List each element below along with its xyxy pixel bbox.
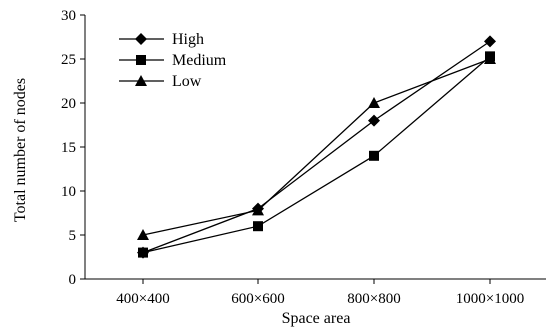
x-axis-label: Space area <box>282 310 351 327</box>
legend-label: Low <box>172 73 202 90</box>
legend-label: Medium <box>172 52 227 69</box>
legend-item-high: High <box>119 31 204 48</box>
axes <box>84 15 546 280</box>
x-tick-label: 600×600 <box>231 291 284 307</box>
x-tick-label: 400×400 <box>116 291 169 307</box>
data-point-low <box>137 229 149 240</box>
legend-label: High <box>172 31 204 48</box>
legend-item-medium: Medium <box>119 52 227 69</box>
y-tick-label: 5 <box>69 228 77 244</box>
data-point-high <box>368 114 380 127</box>
y-tick-label: 0 <box>69 272 77 288</box>
y-tick-label: 30 <box>61 8 76 24</box>
series-line-medium <box>142 55 491 254</box>
y-ticks: 0 5 10 15 20 25 30 <box>61 8 85 288</box>
legend-marker-triangle-icon <box>135 75 147 86</box>
data-point-low <box>368 97 380 108</box>
legend-marker-diamond-icon <box>135 33 147 45</box>
series-low <box>137 53 496 240</box>
legend: High Medium Low <box>119 31 227 90</box>
legend-marker-square-icon <box>136 55 146 65</box>
data-point-high <box>484 35 496 48</box>
data-point-low <box>252 204 264 216</box>
data-point-medium <box>253 221 263 232</box>
y-axis-label: Total number of nodes <box>12 78 29 222</box>
x-tick-label: 1000×1000 <box>456 291 524 307</box>
y-tick-label: 20 <box>61 96 76 112</box>
legend-item-low: Low <box>119 73 202 90</box>
data-point-medium <box>369 150 379 161</box>
x-tick-label: 800×800 <box>347 291 400 307</box>
data-point-low <box>484 53 496 64</box>
y-tick-label: 25 <box>61 52 76 68</box>
x-ticks: 400×400 600×600 800×800 1000×1000 <box>116 279 524 307</box>
series-group <box>137 35 496 259</box>
y-tick-label: 10 <box>61 184 76 200</box>
series-line-low <box>142 58 491 236</box>
data-point-medium <box>138 247 148 258</box>
y-tick-label: 15 <box>61 140 76 156</box>
